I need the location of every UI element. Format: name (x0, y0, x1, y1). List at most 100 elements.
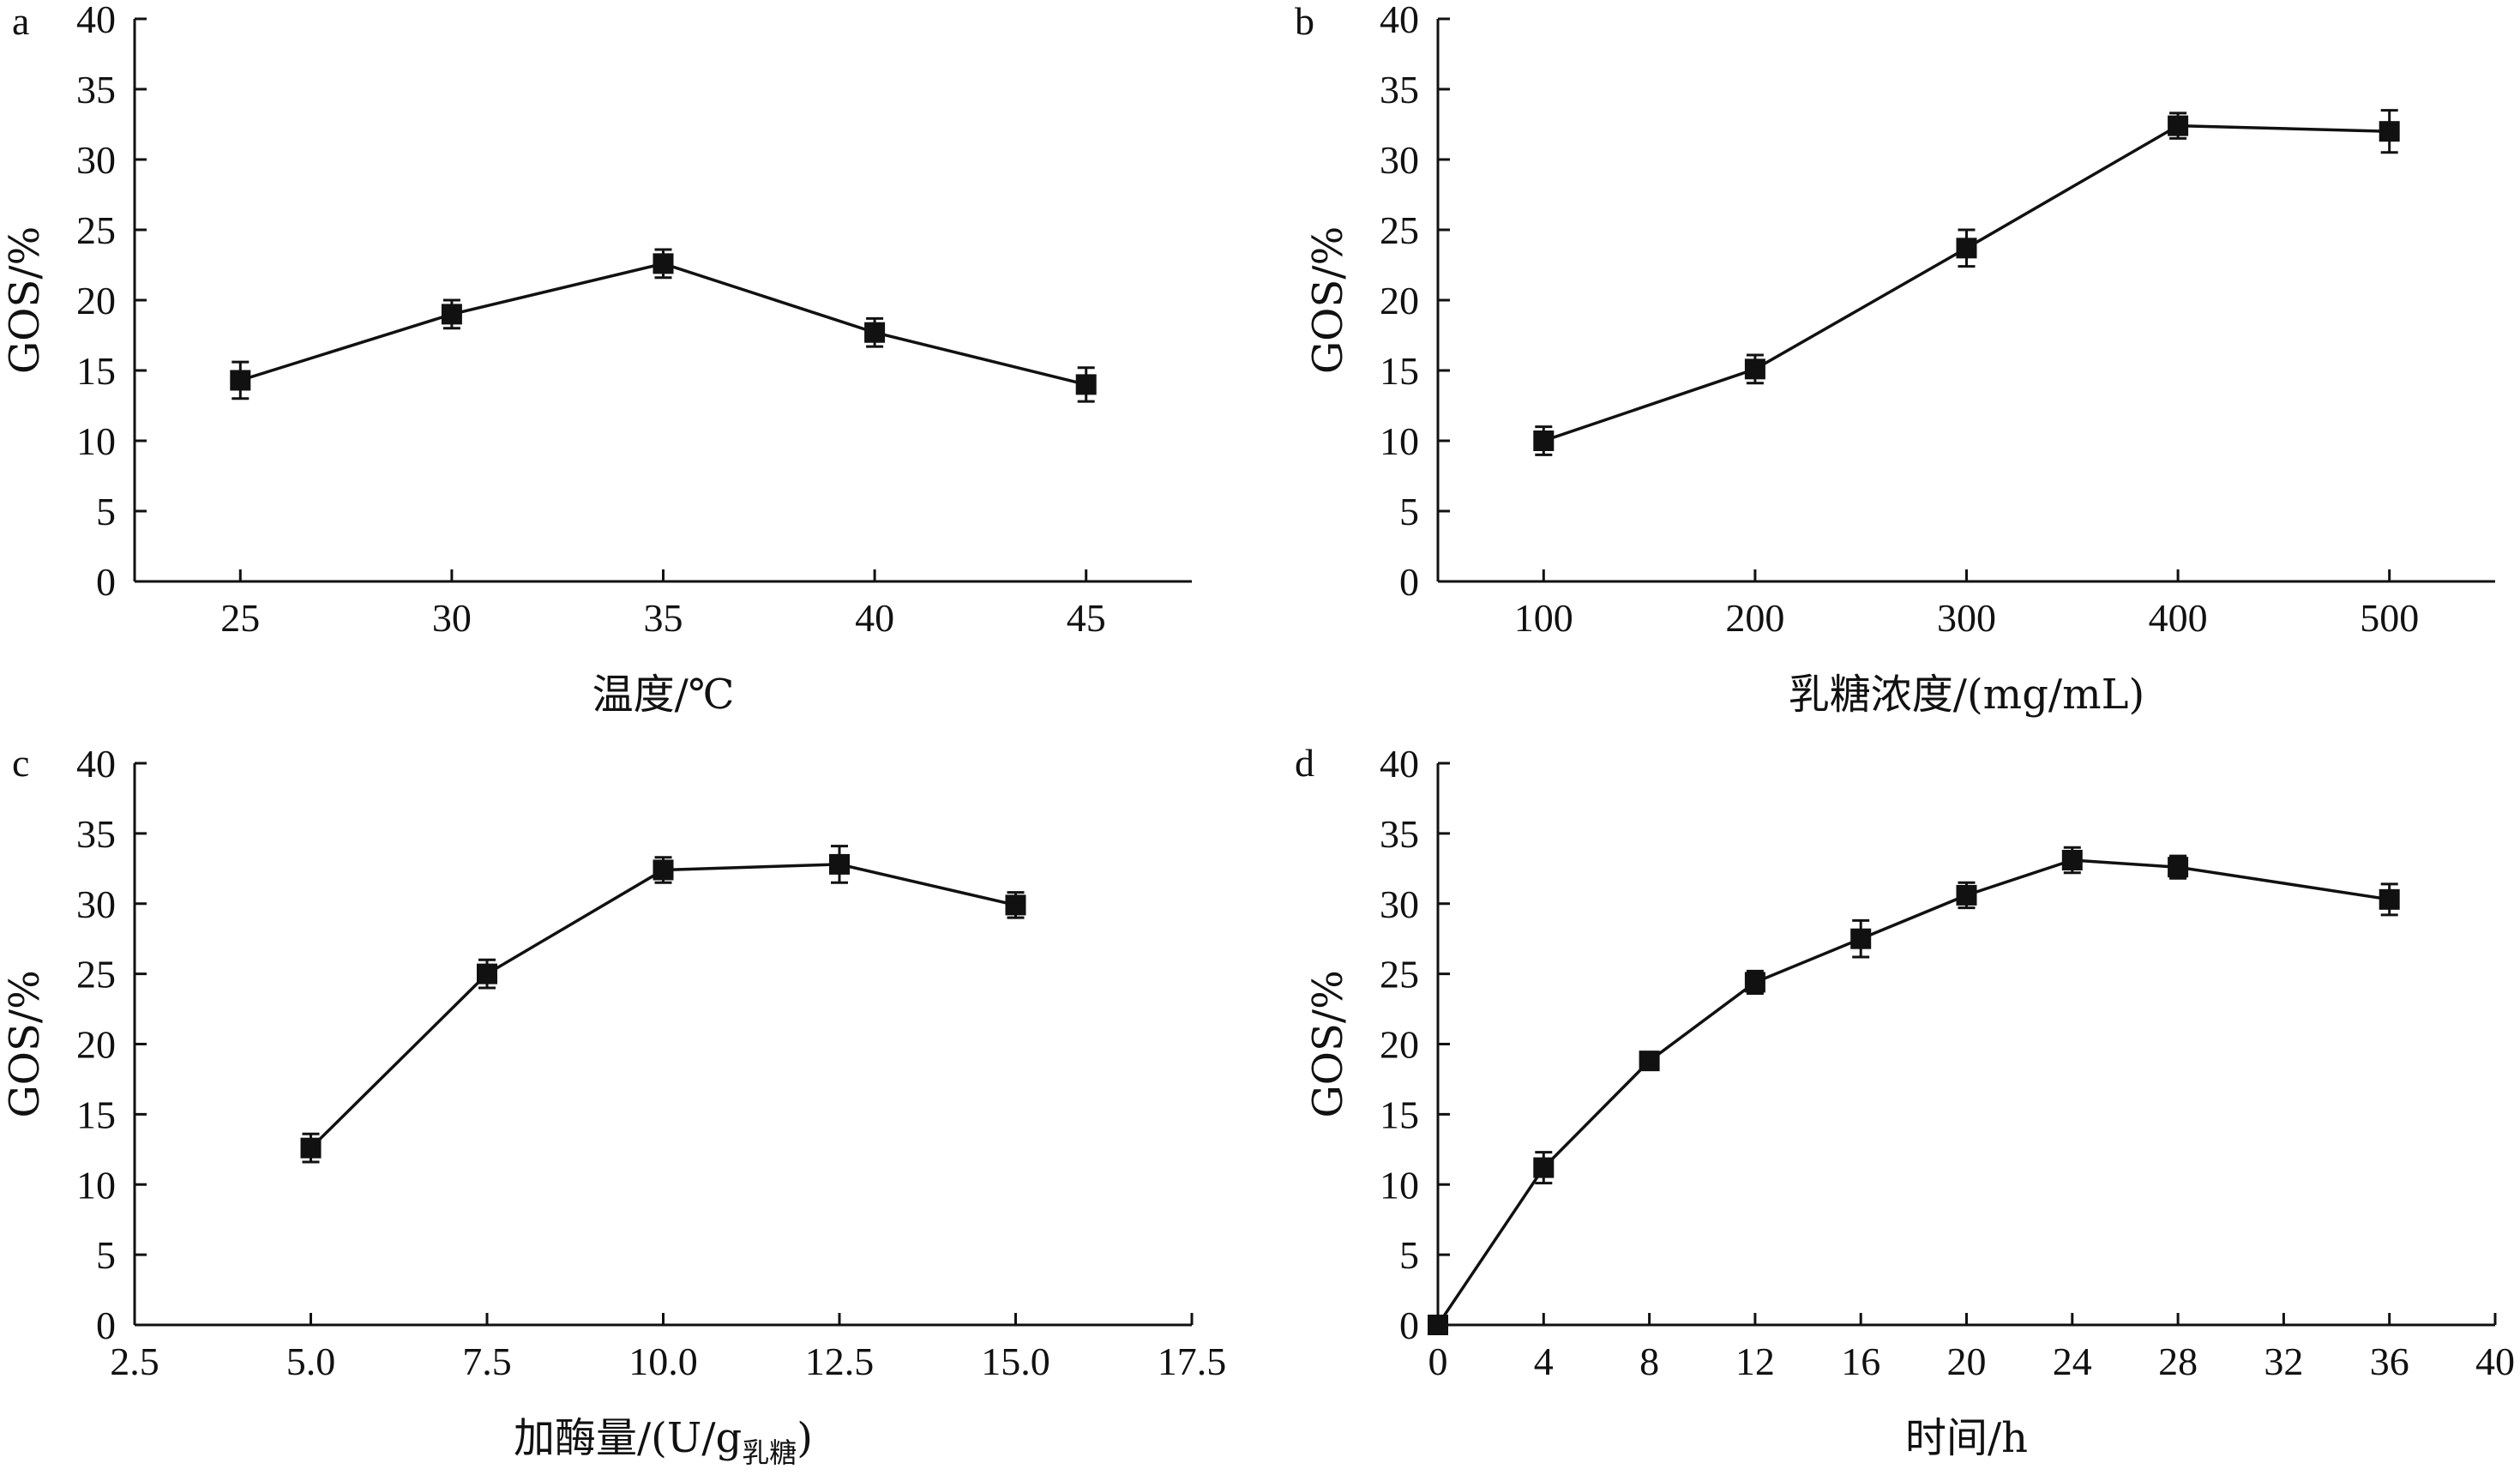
x-tick-label: 17.5 (1158, 1340, 1227, 1383)
chart-panel-d: 0 5 10 15 20 25 30 35 40 0 4 8 12 16 20 24 28 32 36 40 GOS/%… (1295, 741, 2515, 1462)
x-tick-label: 400 (2149, 596, 2208, 640)
data-point-marker (300, 1137, 322, 1159)
x-tick-label: 7.5 (462, 1340, 512, 1383)
y-tick-label: 25 (1380, 953, 1419, 996)
y-tick-label: 20 (76, 1023, 116, 1067)
y-tick-label: 25 (76, 208, 116, 252)
panel-letter: d (1295, 741, 1314, 785)
y-tick-label: 35 (1380, 68, 1419, 111)
x-tick-label: 24 (2053, 1340, 2092, 1383)
y-tick-label: 20 (1380, 279, 1419, 322)
y-axis-title: GOS/% (1, 970, 49, 1117)
data-point-marker (2379, 888, 2400, 910)
y-tick-label: 30 (1380, 882, 1419, 926)
y-axis-title: GOS/% (1304, 970, 1352, 1117)
x-tick-label: 45 (1067, 596, 1106, 640)
data-point-marker (477, 963, 497, 984)
x-axis-title-main: 时间/h (1905, 1414, 2028, 1462)
x-axis-title-subscript: 乳糖 (742, 1436, 797, 1469)
x-tick-label: 300 (1937, 596, 1996, 640)
y-axis-title: GOS/% (1304, 226, 1352, 374)
y-tick-label: 40 (76, 742, 116, 786)
data-point-marker (1956, 238, 1977, 259)
data-point-marker (829, 853, 850, 875)
data-point-marker (653, 859, 674, 881)
y-tick-label: 15 (1380, 1093, 1419, 1136)
x-tick-label: 32 (2264, 1340, 2303, 1383)
data-point-marker (2379, 121, 2400, 142)
x-tick-label: 4 (1534, 1340, 1554, 1383)
data-point-marker (1533, 430, 1555, 451)
data-point-marker (230, 370, 251, 391)
data-point-marker (1850, 928, 1872, 949)
y-tick-label: 5 (96, 490, 116, 533)
x-axis-title: 乳糖浓度/(mg/mL) (1789, 671, 2144, 719)
y-tick-label: 20 (76, 279, 116, 322)
x-tick-label: 10.0 (628, 1340, 698, 1383)
y-tick-label: 10 (1380, 419, 1419, 463)
y-tick-label: 5 (1399, 490, 1419, 533)
x-tick-label: 36 (2370, 1340, 2409, 1383)
series-line (1543, 123, 2390, 442)
y-tick-label: 25 (1380, 208, 1419, 252)
y-tick-label: 0 (96, 560, 116, 604)
y-tick-label: 30 (76, 882, 116, 926)
y-tick-label: 10 (76, 1163, 116, 1207)
panel-letter: a (12, 0, 29, 43)
data-point-marker (1533, 1157, 1555, 1178)
chart-panel-c: 0 5 10 15 20 25 30 35 40 2.5 5.0 7.5 10.0 12.5 15.0 17.… (1, 741, 1226, 1469)
x-axis-title-main: 加酶量/(U/g (514, 1414, 742, 1462)
y-tick-label: 5 (96, 1233, 116, 1277)
y-tick-label: 35 (76, 812, 116, 856)
data-point-marker (653, 253, 674, 274)
x-tick-label: 40 (855, 596, 894, 640)
y-tick-label: 40 (76, 0, 116, 41)
x-tick-label: 100 (1514, 596, 1573, 640)
data-point-marker (1744, 358, 1765, 380)
y-tick-label: 15 (1380, 349, 1419, 393)
x-tick-label: 0 (1428, 1340, 1448, 1383)
y-tick-label: 0 (1399, 1303, 1419, 1347)
y-tick-label: 35 (1380, 812, 1419, 856)
x-tick-label: 20 (1947, 1340, 1987, 1383)
x-tick-label: 8 (1639, 1340, 1659, 1383)
y-tick-label: 30 (76, 138, 116, 182)
y-tick-label: 40 (1380, 0, 1419, 41)
x-tick-label: 200 (1725, 596, 1784, 640)
data-point-marker (1075, 374, 1097, 395)
data-point-marker (2061, 849, 2083, 870)
chart-panel-b: 0 5 10 15 20 25 30 35 40 100 200 300 400 500 GOS/% 乳糖浓度… (1295, 0, 2495, 719)
data-point-marker (2168, 857, 2189, 878)
x-tick-label: 35 (644, 596, 683, 640)
y-tick-label: 0 (1399, 560, 1419, 604)
y-tick-label: 5 (1399, 1233, 1419, 1277)
series-line (310, 863, 1016, 1149)
y-tick-label: 30 (1380, 138, 1419, 182)
data-point-marker (1428, 1315, 1448, 1335)
x-tick-label: 500 (2360, 596, 2419, 640)
data-point-marker (2168, 115, 2189, 136)
y-tick-label: 40 (1380, 742, 1419, 786)
x-tick-label: 12 (1735, 1340, 1775, 1383)
chart-panel-a: 0 5 10 15 20 25 30 35 40 25 30 35 40 45 GOS/% 温度/℃ a (1, 0, 1192, 719)
x-tick-label: 5.0 (286, 1340, 336, 1383)
x-tick-label: 2.5 (110, 1340, 159, 1383)
panel-letter: b (1295, 0, 1314, 43)
y-tick-label: 0 (96, 1303, 116, 1347)
x-axis-title: 温度/℃ (592, 671, 735, 719)
y-tick-label: 15 (76, 1093, 116, 1136)
x-tick-label: 25 (220, 596, 260, 640)
x-tick-label: 28 (2158, 1340, 2198, 1383)
panel-letter: c (12, 741, 29, 785)
x-tick-label: 12.5 (805, 1340, 875, 1383)
y-tick-label: 25 (76, 953, 116, 996)
x-tick-label: 16 (1841, 1340, 1880, 1383)
y-tick-label: 20 (1380, 1023, 1419, 1067)
y-tick-label: 10 (1380, 1163, 1419, 1207)
series-line (1436, 858, 2390, 1326)
x-axis-title: 时间/h (1905, 1414, 2028, 1462)
y-tick-label: 10 (76, 419, 116, 463)
x-axis-title: 加酶量/(U/g乳糖) (514, 1414, 813, 1469)
x-axis-title-main: 温度/℃ (592, 671, 735, 719)
